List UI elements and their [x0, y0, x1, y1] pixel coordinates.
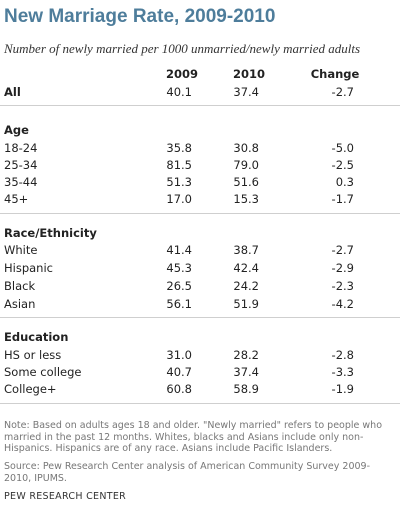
cell-change: -2.8 [331, 348, 354, 362]
section-heading-education: Education [4, 330, 69, 344]
cell-2009: 60.8 [166, 382, 192, 396]
cell-change: -1.9 [331, 382, 354, 396]
cell-2009: 17.0 [166, 192, 192, 206]
table-row: White 41.4 38.7 -2.7 [0, 243, 405, 259]
cell-change: -2.7 [331, 243, 354, 257]
row-label: 18-24 [4, 141, 38, 155]
table-row: HS or less 31.0 28.2 -2.8 [0, 348, 405, 364]
table-row: College+ 60.8 58.9 -1.9 [0, 382, 405, 398]
cell-2010: 30.8 [233, 141, 259, 155]
row-label: White [4, 243, 38, 257]
cell-2010: 42.4 [233, 261, 259, 275]
row-label: 25-34 [4, 158, 38, 172]
cell-2009: 45.3 [166, 261, 192, 275]
cell-change: -2.5 [331, 158, 354, 172]
cell-2009: 31.0 [166, 348, 192, 362]
cell-2009: 41.4 [166, 243, 192, 257]
table-row: 45+ 17.0 15.3 -1.7 [0, 192, 405, 208]
divider [0, 105, 400, 106]
cell-2010: 37.4 [233, 85, 259, 99]
divider [0, 213, 400, 214]
table-row: Black 26.5 24.2 -2.3 [0, 279, 405, 295]
cell-2010: 51.9 [233, 297, 259, 311]
divider [0, 403, 400, 404]
source-note: Source: Pew Research Center analysis of … [4, 461, 371, 484]
column-header-2009: 2009 [165, 67, 198, 81]
row-label: 35-44 [4, 175, 38, 189]
row-label: All [4, 85, 21, 99]
cell-change: -1.7 [331, 192, 354, 206]
cell-2010: 15.3 [233, 192, 259, 206]
cell-2010: 28.2 [233, 348, 259, 362]
table-row: 25-34 81.5 79.0 -2.5 [0, 158, 405, 174]
table-row: 35-44 51.3 51.6 0.3 [0, 175, 405, 191]
table-row: Some college 40.7 37.4 -3.3 [0, 365, 405, 381]
row-label: Asian [4, 297, 36, 311]
cell-2010: 58.9 [233, 382, 259, 396]
cell-2009: 26.5 [166, 279, 192, 293]
table-row: Hispanic 45.3 42.4 -2.9 [0, 261, 405, 277]
column-header-change: Change [310, 67, 360, 81]
chart-subtitle: Number of newly married per 1000 unmarri… [4, 41, 361, 56]
table-row-all: All 40.1 37.4 -2.7 [0, 85, 405, 101]
cell-change: -3.3 [331, 365, 354, 379]
row-label: HS or less [4, 348, 62, 362]
cell-change: -2.3 [331, 279, 354, 293]
brand-label: PEW RESEARCH CENTER [4, 491, 127, 502]
row-label: Black [4, 279, 36, 293]
cell-2010: 51.6 [233, 175, 259, 189]
cell-change: -2.9 [331, 261, 354, 275]
table-row: Asian 56.1 51.9 -4.2 [0, 297, 405, 313]
row-label: Some college [4, 365, 82, 379]
column-header-2010: 2010 [232, 67, 265, 81]
cell-change: -5.0 [331, 141, 354, 155]
cell-2009: 35.8 [166, 141, 192, 155]
cell-2009: 40.1 [166, 85, 192, 99]
cell-2010: 38.7 [233, 243, 259, 257]
cell-2010: 24.2 [233, 279, 259, 293]
row-label: College+ [4, 382, 57, 396]
cell-2010: 37.4 [233, 365, 259, 379]
cell-change: 0.3 [335, 175, 354, 189]
section-heading-race: Race/Ethnicity [4, 226, 97, 240]
cell-change: -4.2 [331, 297, 354, 311]
cell-2009: 56.1 [166, 297, 192, 311]
table-row: 18-24 35.8 30.8 -5.0 [0, 141, 405, 157]
footnote: Note: Based on adults ages 18 and older.… [4, 420, 383, 454]
cell-2010: 79.0 [233, 158, 259, 172]
row-label: Hispanic [4, 261, 53, 275]
chart-title: New Marriage Rate, 2009-2010 [4, 6, 276, 27]
divider [0, 317, 400, 318]
row-label: 45+ [4, 192, 29, 206]
cell-2009: 81.5 [166, 158, 192, 172]
cell-change: -2.7 [331, 85, 354, 99]
cell-2009: 51.3 [166, 175, 192, 189]
cell-2009: 40.7 [166, 365, 192, 379]
section-heading-age: Age [4, 123, 29, 137]
